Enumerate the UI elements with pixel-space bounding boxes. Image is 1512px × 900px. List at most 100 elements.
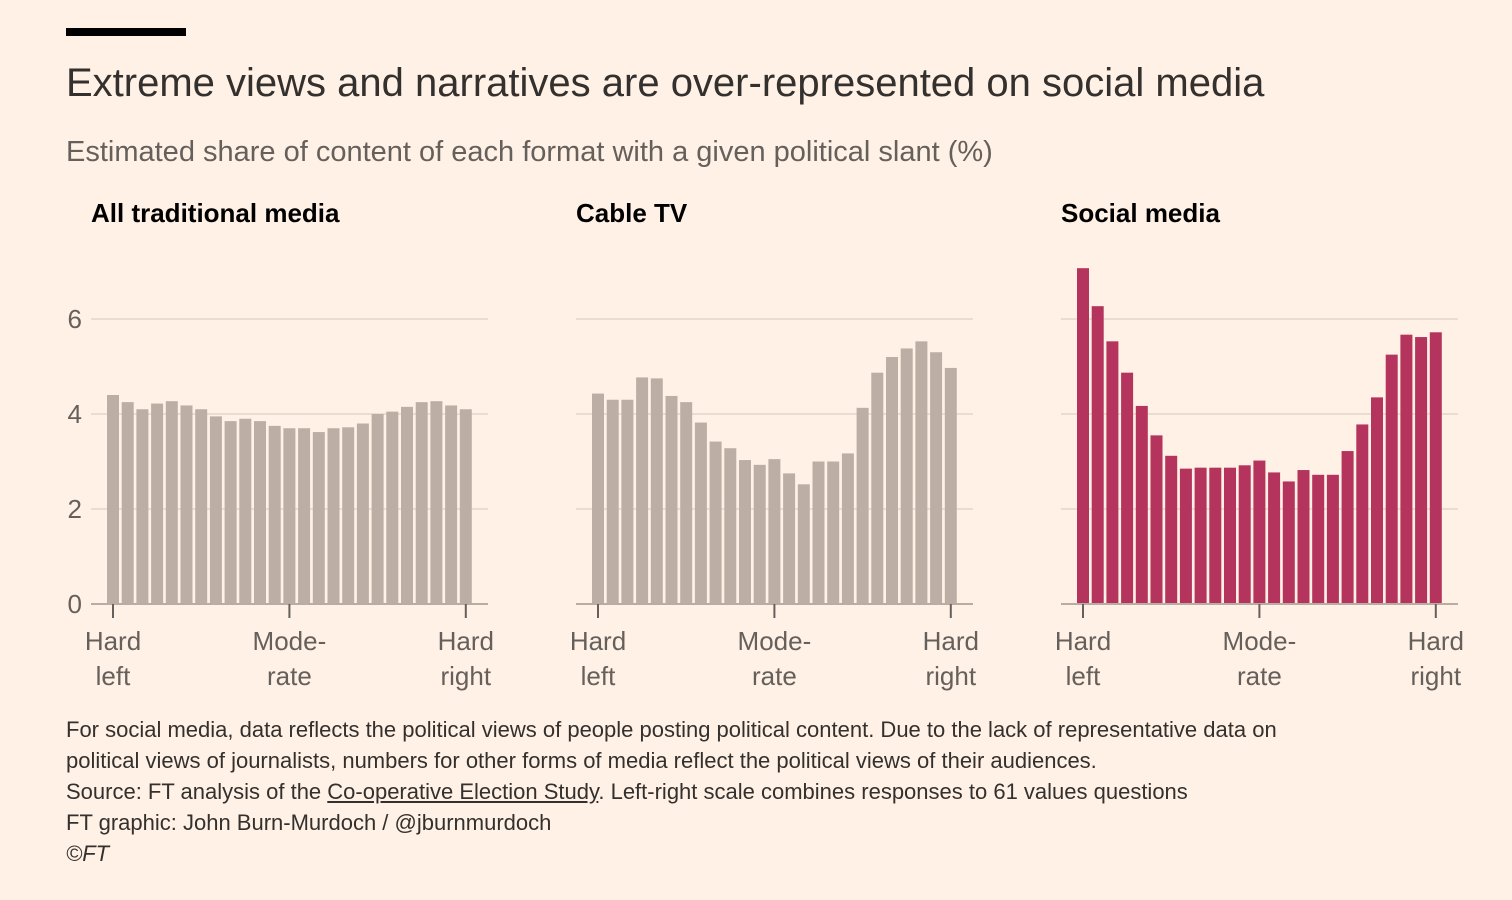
bar [930,352,943,604]
x-tick-label: Hard [570,626,626,656]
bar [871,372,884,604]
bar [459,409,472,604]
bar [636,377,649,604]
bar [1224,467,1236,604]
bar [415,402,428,604]
panel-title-traditional: All traditional media [91,198,340,228]
x-tick-label: Hard [85,626,141,656]
bar [841,453,854,604]
bar [680,402,693,604]
bar [224,421,237,604]
source-line: Source: FT analysis of the Co-operative … [66,776,1466,807]
x-tick-label: Mode- [1223,626,1297,656]
x-tick-label: Mode- [738,626,812,656]
panel-title-cable: Cable TV [576,198,688,228]
bar [1341,451,1354,604]
bar [195,409,208,604]
bar [1385,354,1398,604]
bar [768,459,781,604]
bar [1135,405,1148,604]
bar [1106,341,1119,604]
bar [1238,465,1251,604]
bar [694,422,707,604]
bar [900,348,913,604]
chart-title: Extreme views and narratives are over-re… [66,61,1265,105]
x-tick-label: Hard [1055,626,1111,656]
bar [1077,268,1089,604]
bar [298,428,311,604]
bar [783,473,796,604]
bar [1209,467,1222,604]
bar [1091,306,1104,604]
x-tick-label: right [1411,661,1462,691]
note-line-1: For social media, data reflects the poli… [66,717,1277,742]
bar [709,441,722,604]
bar [1253,460,1266,604]
copyright: ©FT [66,841,110,866]
bar [121,402,134,604]
chart-subtitle: Estimated share of content of each forma… [66,136,993,168]
bar [797,484,810,604]
bar [1297,470,1310,604]
note-line-2: political views of journalists, numbers … [66,748,1097,773]
bar [151,403,164,604]
bar [371,414,384,604]
bar [107,395,119,604]
bar [1326,474,1339,604]
bar [386,411,399,604]
bar [827,461,840,604]
bar [136,409,149,604]
x-tick-label: Mode- [253,626,327,656]
x-tick-label: rate [267,661,312,691]
bar [327,428,340,604]
x-tick-label: right [441,661,492,691]
bar [753,464,766,604]
bar [886,357,898,604]
y-tick-label-0: 0 [68,589,82,619]
x-tick-label: left [96,661,131,691]
bar [165,401,178,604]
x-tick-label: right [926,661,977,691]
bar [401,406,413,604]
x-tick-label: rate [1237,661,1282,691]
bar [1194,467,1207,604]
bar [254,421,266,604]
source-link[interactable]: Co-operative Election Study [327,779,599,804]
bar [915,341,928,604]
bar [1356,424,1369,604]
panel-cable: Hard left Mode-rate Hard right [570,318,979,691]
y-tick-label-6: 6 [68,304,82,334]
bar [342,427,355,604]
bar [1371,397,1383,604]
x-tick-label: left [581,661,616,691]
bar [1282,481,1295,604]
bar [180,405,193,604]
x-tick-label: Hard [438,626,494,656]
bar [650,378,663,604]
bar [356,423,369,604]
bar [445,405,458,604]
source-suffix: . Left-right scale combines responses to… [598,779,1188,804]
bar [1312,474,1325,604]
panel-title-social: Social media [1061,198,1220,228]
bar [268,425,281,604]
small-multiples-chart: 0 2 4 6 Hard left Mode-rate Hard right Hard left Mo… [68,268,1464,691]
bar [1165,455,1178,604]
bar [724,448,737,604]
bar [621,399,634,604]
footnotes: For social media, data reflects the poli… [66,714,1466,869]
bar [283,428,296,604]
bar [944,367,957,604]
panel-social: Hard left Mode-rate Hard right [1055,268,1464,691]
bar [312,432,325,604]
bar [1429,332,1442,604]
bar [592,393,604,604]
bar [239,418,252,604]
bar [606,399,619,604]
bar [1415,337,1428,604]
y-tick-label-4: 4 [68,399,82,429]
bar [739,460,751,604]
bar [1121,372,1134,604]
x-tick-label: left [1066,661,1101,691]
x-tick-label: Hard [1408,626,1464,656]
